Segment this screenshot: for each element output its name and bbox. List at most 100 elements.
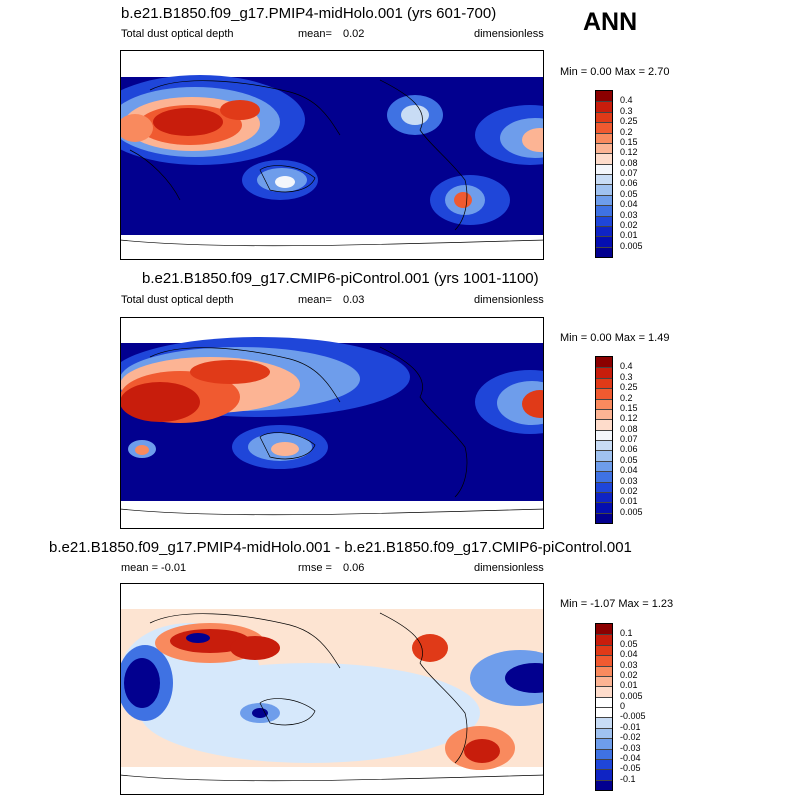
colorbar-tick-label: 0.05 — [620, 454, 638, 465]
map-midholo — [120, 50, 544, 260]
rmse-label: rmse = — [298, 562, 332, 574]
colorbar-tick-label: 0.005 — [620, 506, 643, 517]
colorbar-box — [596, 748, 612, 759]
colorbar-tick-label: 0.06 — [620, 444, 638, 455]
colorbar-tick-label: -0.03 — [620, 742, 641, 753]
colorbar-tick-label: -0.05 — [620, 763, 641, 774]
panel-title: b.e21.B1850.f09_g17.PMIP4-midHolo.001 - … — [49, 539, 632, 556]
colorbar-tick-label: -0.04 — [620, 752, 641, 763]
colorbar-box — [596, 163, 612, 174]
colorbar-box — [596, 624, 612, 635]
colorbar-tick-label: 0.08 — [620, 423, 638, 434]
colorbar-tick-label: 0.3 — [620, 371, 633, 382]
colorbar-box — [596, 101, 612, 112]
colorbar-box — [596, 758, 612, 770]
colorbar-box — [596, 655, 612, 666]
colorbar-tick-label: 0.15 — [620, 136, 638, 147]
colorbar-box — [596, 377, 612, 389]
colorbar-box — [596, 408, 612, 420]
variable-label: Total dust optical depth — [121, 28, 234, 40]
colorbar-box — [596, 696, 612, 707]
panel-title: b.e21.B1850.f09_g17.CMIP6-piControl.001 … — [142, 270, 539, 287]
colorbar-box — [596, 357, 612, 368]
mean-value: 0.02 — [343, 28, 365, 40]
mean-label: mean= — [298, 28, 332, 40]
colorbar-box — [596, 388, 612, 399]
colorbar-box — [596, 707, 612, 718]
colorbar-tick-label: 0.05 — [620, 638, 638, 649]
colorbar-tick-label: 0.07 — [620, 434, 638, 444]
colorbar-box — [596, 686, 612, 697]
colorbar-box — [596, 481, 612, 492]
colorbar-box — [596, 153, 612, 164]
map-difference — [120, 583, 544, 795]
colorbar-tick-label: -0.02 — [620, 732, 641, 743]
colorbar-tick-label: 0.01 — [620, 680, 638, 691]
colorbar-box — [596, 634, 612, 645]
map-picontrol — [120, 317, 544, 529]
colorbar-box — [596, 122, 612, 133]
colorbar-box — [596, 738, 612, 749]
mean-label: mean = -0.01 — [121, 562, 187, 574]
colorbar-tick-label: 0.04 — [620, 649, 638, 660]
colorbar-tick-label: 0.4 — [620, 361, 633, 372]
colorbar-box — [596, 440, 612, 451]
colorbar-tick-label: 0.04 — [620, 199, 638, 210]
colorbar-box — [596, 205, 612, 216]
colorbar-box — [596, 769, 612, 780]
colorbar-box — [596, 419, 612, 430]
mean-label: mean= — [298, 294, 332, 306]
colorbar-box — [596, 491, 612, 503]
colorbar: 0.4 0.3 0.25 0.2 0.15 0.12 0.08 0.07 0.06 0.05 0.0… — [595, 356, 643, 524]
colorbar-box — [596, 194, 612, 206]
min-max-label: Min = 0.00 Max = 1.49 — [560, 332, 670, 344]
colorbar-tick-label: 0.03 — [620, 659, 638, 670]
colorbar-box — [596, 246, 612, 257]
min-max-label: Min = 0.00 Max = 2.70 — [560, 66, 670, 78]
colorbar-tick-label: 0.05 — [620, 188, 638, 199]
panel-title: b.e21.B1850.f09_g17.PMIP4-midHolo.001 (y… — [121, 5, 497, 22]
colorbar-box — [596, 132, 612, 143]
colorbar-box — [596, 450, 612, 461]
colorbar-tick-label: 0.06 — [620, 178, 638, 189]
colorbar-tick-label: -0.1 — [620, 773, 636, 784]
colorbar-tick-label: 0.005 — [620, 690, 643, 701]
colorbar-tick-label: 0.01 — [620, 230, 638, 241]
colorbar-box — [596, 512, 612, 523]
colorbar-box — [596, 460, 612, 472]
colorbar-tick-label: 0.02 — [620, 669, 638, 680]
colorbar: 0.4 0.3 0.25 0.2 0.15 0.12 0.08 0.07 0.06 0.05 0.0… — [595, 90, 643, 258]
rmse-value: 0.06 — [343, 562, 365, 574]
colorbar-tick-label: 0.15 — [620, 402, 638, 413]
colorbar-tick-label: 0.2 — [620, 392, 633, 403]
colorbar-box — [596, 91, 612, 102]
colorbar-box — [596, 502, 612, 513]
units-label: dimensionless — [474, 28, 544, 40]
colorbar-tick-label: 0.03 — [620, 209, 638, 220]
colorbar-box — [596, 225, 612, 237]
variable-label: Total dust optical depth — [121, 294, 234, 306]
colorbar-tick-label: 0.02 — [620, 485, 638, 496]
colorbar-tick-label: 0.04 — [620, 465, 638, 476]
min-max-label: Min = -1.07 Max = 1.23 — [560, 598, 674, 610]
colorbar-tick-label: 0.08 — [620, 157, 638, 168]
colorbar-box — [596, 727, 612, 739]
colorbar-tick-label: 0.07 — [620, 168, 638, 178]
colorbar: 0.1 0.05 0.04 0.03 0.02 0.01 0.005 0 -0.005 -0.01… — [595, 623, 646, 791]
colorbar-box — [596, 471, 612, 482]
season-label: ANN — [583, 8, 638, 36]
colorbar-tick-label: 0 — [620, 701, 626, 711]
colorbar-box — [596, 675, 612, 687]
colorbar-tick-label: -0.01 — [620, 721, 641, 732]
colorbar-tick-label: 0.3 — [620, 105, 633, 116]
colorbar-tick-label: 0.12 — [620, 147, 638, 158]
colorbar-tick-label: 0.25 — [620, 382, 638, 393]
colorbar-box — [596, 779, 612, 790]
units-label: dimensionless — [474, 294, 544, 306]
colorbar-box — [596, 665, 612, 676]
colorbar-box — [596, 142, 612, 154]
colorbar-box — [596, 398, 612, 409]
colorbar-tick-label: 0.25 — [620, 116, 638, 127]
colorbar-box — [596, 236, 612, 247]
colorbar-tick-label: 0.005 — [620, 240, 643, 251]
